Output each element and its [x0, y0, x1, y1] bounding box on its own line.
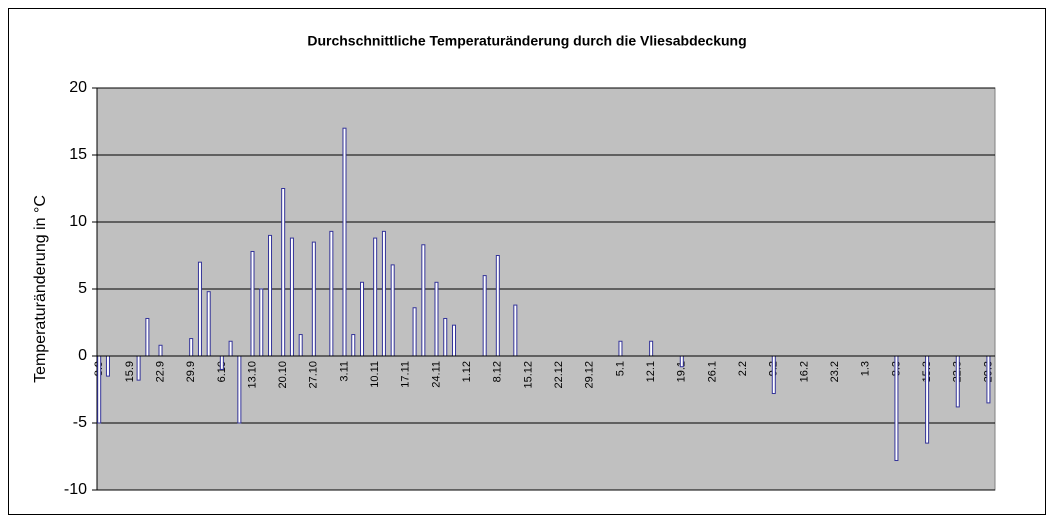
bar — [289, 237, 294, 357]
bar — [329, 230, 334, 357]
x-tick-label: 5.1 — [614, 361, 626, 376]
bar — [443, 317, 448, 357]
bar — [421, 244, 426, 357]
x-tick-label: 15.12 — [522, 361, 534, 389]
bar — [206, 291, 211, 357]
x-tick-label: 1.3 — [860, 361, 872, 376]
x-tick-label: 3.11 — [338, 361, 350, 382]
bar — [228, 340, 233, 357]
bar — [649, 340, 654, 357]
bar — [311, 241, 316, 357]
bar — [281, 188, 286, 357]
bar — [482, 275, 487, 357]
x-tick-label: 16.2 — [798, 361, 810, 382]
y-tick-label: 0 — [78, 347, 87, 364]
bar — [513, 304, 518, 357]
y-tick-label: 5 — [78, 280, 87, 297]
x-tick-label: 10.11 — [369, 361, 381, 388]
bar — [105, 355, 110, 377]
bar — [618, 340, 623, 357]
x-tick-label: 23.2 — [829, 361, 841, 382]
bar — [97, 355, 102, 424]
x-tick-label: 29.9 — [185, 361, 197, 382]
bar — [679, 355, 684, 368]
bar — [158, 344, 163, 357]
bar — [197, 261, 202, 357]
x-tick-label: 29.12 — [584, 361, 596, 389]
bar — [452, 324, 457, 357]
bar — [434, 281, 439, 357]
x-tick-label: 20.10 — [277, 361, 289, 389]
bar — [237, 355, 242, 424]
x-tick-label: 27.10 — [308, 361, 320, 389]
x-tick-label: 15.9 — [124, 361, 136, 382]
chart-title: Durchschnittliche Temperaturänderung dur… — [307, 33, 746, 49]
bar — [189, 338, 194, 357]
bar — [250, 250, 255, 357]
bar — [351, 334, 356, 357]
bar — [894, 355, 899, 462]
x-tick-label: 8.12 — [492, 361, 504, 382]
y-tick-label: 20 — [69, 79, 87, 96]
x-tick-label: 12.1 — [645, 361, 657, 382]
bar — [390, 264, 395, 357]
bar — [925, 355, 930, 444]
bar — [381, 230, 386, 357]
bar — [342, 127, 347, 357]
y-tick-label: -5 — [73, 414, 87, 431]
y-axis-label: Temperaturänderung in °C — [32, 195, 49, 383]
bar — [771, 355, 776, 395]
y-tick-label: 10 — [69, 213, 87, 230]
x-tick-label: 6.10 — [216, 361, 228, 382]
bar — [259, 288, 264, 357]
x-tick-label: 22.9 — [154, 361, 166, 382]
bar — [412, 307, 417, 357]
y-tick-label: -10 — [64, 481, 87, 498]
x-tick-label: 1.12 — [461, 361, 473, 382]
bar — [986, 355, 991, 404]
x-tick-label: 2.2 — [737, 361, 749, 376]
bar — [495, 255, 500, 357]
bar — [136, 355, 141, 381]
bar — [145, 317, 150, 357]
bar — [955, 355, 960, 408]
x-tick-label: 17.11 — [400, 361, 412, 388]
x-tick-label: 22.12 — [553, 361, 565, 389]
x-tick-label: 19.1 — [676, 361, 688, 382]
bar — [373, 237, 378, 357]
x-tick-label: 13.10 — [246, 361, 258, 389]
x-tick-label: 26.1 — [706, 361, 718, 382]
bar — [219, 355, 224, 370]
y-tick-label: 15 — [69, 146, 87, 163]
bar — [360, 281, 365, 357]
x-tick-label: 24.11 — [430, 361, 442, 388]
bar — [268, 234, 273, 357]
bar — [298, 334, 303, 357]
